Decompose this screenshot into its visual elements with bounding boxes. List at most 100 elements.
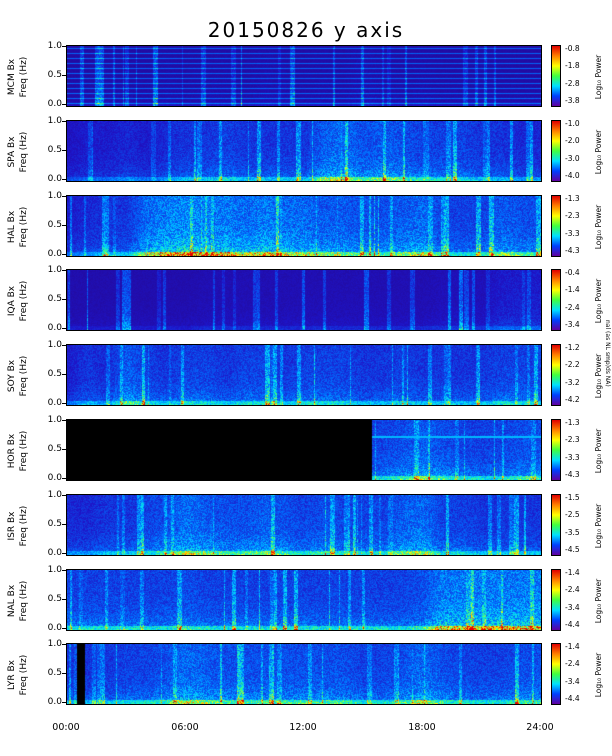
spectrogram-canvas (67, 121, 541, 181)
ytick-mark (62, 225, 66, 226)
ytick-mark (62, 150, 66, 151)
ytick-label: 0.0 (47, 99, 62, 109)
ytick-mark (62, 644, 66, 645)
panel-hor: HOR Bx Freq (Hz) 1.0 0.5 0.0 -1.3 -2.3 -3.3 -4.3… (0, 415, 612, 483)
colorbar (551, 195, 561, 257)
ytick-label: 0.0 (47, 473, 62, 483)
ytick-mark (62, 570, 66, 571)
ytick-label: 1.0 (47, 415, 62, 425)
ytick-mark (62, 299, 66, 300)
panel-isr: ISR Bx Freq (Hz) 1.0 0.5 0.0 -1.5 -2.5 -3.5 -4.5… (0, 490, 612, 558)
colorbar (551, 569, 561, 631)
colorbar-label-text: Log₁₀ Power (594, 204, 603, 249)
colorbar-tick: -0.8 (565, 44, 580, 53)
spectrogram-lyr (66, 643, 542, 705)
colorbar-tick: -2.4 (565, 303, 580, 312)
colorbar-tick: -4.5 (565, 545, 580, 554)
panel-soy: SOY Bx Freq (Hz) 1.0 0.5 0.0 -1.2 -2.2 -3.2 -4.2… (0, 340, 612, 408)
colorbar-label-text: Log₁₀ Power (594, 129, 603, 174)
spectrogram-nal (66, 569, 542, 631)
ytick-mark (62, 179, 66, 180)
ytick-mark (62, 420, 66, 421)
colorbar-label-text: Log₁₀ Power (594, 503, 603, 548)
colorbar-label: Log₁₀ Power (592, 197, 608, 257)
colorbar-tick: -3.3 (565, 453, 580, 462)
colorbar-label: Log₁₀ Power (592, 571, 608, 631)
panel-ylabel: MCM Bx Freq (Hz) (2, 47, 36, 107)
colorbar-tick: -4.4 (565, 620, 580, 629)
colorbar-tick: -4.3 (565, 470, 580, 479)
panel-ylabel-svg: HAL Bx Freq (Hz) (7, 207, 29, 248)
station-label: HAL Bx (7, 210, 17, 243)
colorbar-gradient (552, 420, 560, 480)
ytick-label: 0.0 (47, 623, 62, 633)
panel-spa: SPA Bx Freq (Hz) 1.0 0.5 0.0 -1.0 -2.0 -3.0 -4.0… (0, 117, 612, 184)
colorbar-tick: -4.2 (565, 395, 580, 404)
ytick-mark (62, 524, 66, 525)
side-note-svg: nal (as NL smp)ds NA) (604, 320, 611, 387)
colorbar-label-svg: Log₁₀ Power (594, 278, 603, 323)
colorbar-gradient (552, 644, 560, 704)
freq-axis-label: Freq (Hz) (19, 356, 29, 397)
ytick-mark (62, 328, 66, 329)
panel-ylabel-svg: SOY Bx Freq (Hz) (7, 356, 29, 397)
station-label: SOY Bx (7, 359, 17, 392)
colorbar-tick: -3.4 (565, 603, 580, 612)
colorbar-tick: -2.5 (565, 510, 580, 519)
freq-axis-label: Freq (Hz) (19, 207, 29, 248)
colorbar-tick: -1.4 (565, 568, 580, 577)
colorbar-tick: -4.3 (565, 246, 580, 255)
spectrogram-iqa (66, 269, 542, 331)
ytick-mark (62, 254, 66, 255)
colorbar (551, 419, 561, 481)
colorbar-tick: -3.0 (565, 154, 580, 163)
colorbar-label-text: Log₁₀ Power (594, 278, 603, 323)
ytick-mark (62, 75, 66, 76)
ytick-label: 1.0 (47, 490, 62, 500)
station-label: MCM Bx (7, 58, 17, 95)
ytick-label: 1.0 (47, 340, 62, 350)
panel-ylabel-svg: HOR Bx Freq (Hz) (7, 431, 29, 472)
station-label: HOR Bx (7, 433, 17, 468)
colorbar-label-text: Log₁₀ Power (594, 428, 603, 473)
colorbar-gradient (552, 495, 560, 555)
station-label: ISR Bx (7, 511, 17, 541)
colorbar-gradient (552, 570, 560, 630)
ytick-mark (62, 495, 66, 496)
spectrogram-canvas (67, 495, 541, 555)
colorbar-tick: -2.8 (565, 79, 580, 88)
colorbar-tick: -1.0 (565, 119, 580, 128)
spectrogram-mcm (66, 45, 542, 107)
ytick-label: 0.5 (47, 594, 62, 604)
ytick-label: 0.5 (47, 668, 62, 678)
xtick-label: 24:00 (526, 722, 554, 733)
colorbar-label-text: Log₁₀ Power (594, 353, 603, 398)
ytick-label: 0.5 (47, 294, 62, 304)
panel-ylabel: SPA Bx Freq (Hz) (2, 122, 36, 182)
colorbar-tick: -2.3 (565, 211, 580, 220)
ytick-label: 0.0 (47, 697, 62, 707)
ytick-label: 1.0 (47, 265, 62, 275)
station-label: SPA Bx (7, 136, 17, 168)
time-axis: 00:00 06:00 12:00 18:00 24:00 (0, 718, 612, 738)
spectrogram-canvas (67, 196, 541, 256)
panel-lyr: LYR Bx Freq (Hz) 1.0 0.5 0.0 -1.4 -2.4 -3.4 -4.4… (0, 640, 612, 707)
spectrogram-canvas (67, 644, 541, 704)
xtick-label: 18:00 (408, 722, 436, 733)
colorbar-tick: -2.4 (565, 659, 580, 668)
colorbar-tick: -2.2 (565, 360, 580, 369)
panel-ylabel-svg: ISR Bx Freq (Hz) (7, 506, 29, 547)
panel-ylabel-svg: LYR Bx Freq (Hz) (7, 655, 29, 696)
colorbar-label: Log₁₀ Power (592, 47, 608, 107)
ytick-mark (62, 196, 66, 197)
ytick-mark (62, 673, 66, 674)
ytick-label: 0.5 (47, 444, 62, 454)
colorbar-tick: -3.8 (565, 96, 580, 105)
colorbar-tick: -3.4 (565, 677, 580, 686)
ytick-mark (62, 104, 66, 105)
ytick-label: 0.5 (47, 519, 62, 529)
panel-hal: HAL Bx Freq (Hz) 1.0 0.5 0.0 -1.3 -2.3 -3.3 -4.3… (0, 192, 612, 259)
spectrogram-canvas (67, 570, 541, 630)
station-label: NAL Bx (7, 584, 17, 617)
